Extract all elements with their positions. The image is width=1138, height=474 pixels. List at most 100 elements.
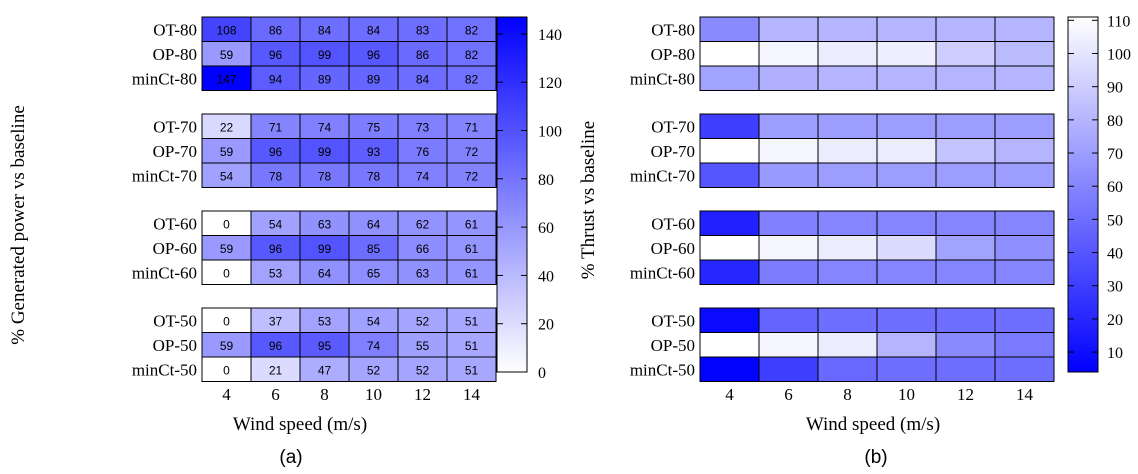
colorbar-tick-label: 50 xyxy=(1107,212,1123,229)
row-label: OP-70 xyxy=(153,142,197,161)
heatmap-cell xyxy=(397,162,448,188)
row-label: OP-70 xyxy=(651,142,695,161)
heatmap-cell xyxy=(348,41,399,67)
heatmap-cell xyxy=(446,210,497,236)
cell-value-label: 96 xyxy=(269,339,283,353)
heatmap-cell xyxy=(876,162,937,188)
y-axis-label: % Thrust vs baseline xyxy=(578,121,599,280)
x-tick-label: 10 xyxy=(365,385,382,404)
heatmap-cell xyxy=(876,16,937,42)
colorbar-tick-label: 120 xyxy=(538,75,562,92)
cell-value-label: 94 xyxy=(269,72,283,86)
row-label: OT-60 xyxy=(153,214,197,233)
cell-value-label: 61 xyxy=(465,242,479,256)
heatmap-cell xyxy=(935,356,996,382)
heatmap-cell xyxy=(876,65,937,91)
heatmap-cell xyxy=(758,259,819,285)
heatmap-cell xyxy=(876,41,937,67)
cell-value-label: 86 xyxy=(416,48,430,62)
cell-value-label: 0 xyxy=(223,363,230,377)
heatmap-cell xyxy=(446,259,497,285)
heatmap-cell xyxy=(817,41,878,67)
x-tick-label: 12 xyxy=(414,385,431,404)
heatmap-cell xyxy=(397,113,448,139)
row-label: OT-50 xyxy=(153,311,197,330)
heatmap-cell xyxy=(201,356,252,382)
colorbar-tick-label: 20 xyxy=(538,317,554,334)
heatmap-cell xyxy=(994,138,1055,164)
cell-value-label: 74 xyxy=(367,339,381,353)
colorbar-tick-label: 110 xyxy=(1107,13,1130,30)
cell-value-label: 21 xyxy=(269,363,283,377)
cell-value-label: 84 xyxy=(416,72,430,86)
heatmap-cell xyxy=(699,138,760,164)
heatmap-cell xyxy=(446,113,497,139)
row-label: OT-70 xyxy=(651,117,695,136)
row-label: minCt-50 xyxy=(132,360,197,379)
cell-value-label: 37 xyxy=(269,314,283,328)
cell-value-label: 71 xyxy=(269,120,283,134)
cell-value-label: 59 xyxy=(220,48,234,62)
heatmap-cell xyxy=(299,259,350,285)
cell-value-label: 82 xyxy=(465,48,479,62)
heatmap-panel-b: OT-80 OP-80 minCt-80 OT-70 OP-70 minCt-70 OT-6… xyxy=(578,13,1131,468)
heatmap-cell xyxy=(817,307,878,333)
row-label: minCt-70 xyxy=(132,166,197,185)
heatmap-cell xyxy=(935,162,996,188)
heatmap-cell xyxy=(994,332,1055,358)
cell-value-label: 82 xyxy=(465,23,479,37)
heatmap-cell xyxy=(250,307,301,333)
colorbar-tick-label: 140 xyxy=(538,27,562,44)
x-tick-label: 14 xyxy=(463,385,481,404)
heatmap-cell xyxy=(994,113,1055,139)
heatmap-cell xyxy=(699,259,760,285)
heatmap-cell xyxy=(446,65,497,91)
row-label: minCt-60 xyxy=(132,263,197,282)
cell-value-label: 59 xyxy=(220,339,234,353)
heatmap-cell xyxy=(758,356,819,382)
cell-value-label: 64 xyxy=(367,217,381,231)
cell-value-label: 75 xyxy=(367,120,381,134)
heatmap-cell xyxy=(446,332,497,358)
row-label: OT-60 xyxy=(651,214,695,233)
cell-value-label: 93 xyxy=(367,145,381,159)
row-label: OP-80 xyxy=(153,45,197,64)
cell-value-label: 61 xyxy=(465,266,479,280)
heatmap-cell xyxy=(699,235,760,261)
cell-value-label: 63 xyxy=(318,217,332,231)
heatmap-cell xyxy=(876,332,937,358)
cell-value-label: 53 xyxy=(318,314,332,328)
panel-caption: (b) xyxy=(864,447,887,468)
cell-value-label: 84 xyxy=(367,23,381,37)
colorbar-tick-label: 90 xyxy=(1107,80,1123,97)
colorbar-tick-label: 40 xyxy=(538,268,554,285)
cell-value-label: 71 xyxy=(465,120,479,134)
cell-value-label: 89 xyxy=(318,72,332,86)
colorbar-tick-label: 40 xyxy=(1107,246,1123,263)
heatmap-cell xyxy=(397,138,448,164)
heatmap-cell xyxy=(446,16,497,42)
x-tick-label: 4 xyxy=(222,385,231,404)
cell-value-label: 59 xyxy=(220,145,234,159)
heatmap-cell xyxy=(817,65,878,91)
cell-value-label: 62 xyxy=(416,217,430,231)
heatmap-cell xyxy=(201,210,252,236)
heatmap-cell xyxy=(201,332,252,358)
heatmap-cell xyxy=(758,113,819,139)
cell-value-label: 96 xyxy=(269,48,283,62)
heatmap-cell xyxy=(397,259,448,285)
row-label: OT-50 xyxy=(651,311,695,330)
cell-value-label: 99 xyxy=(318,48,332,62)
heatmap-cell xyxy=(348,65,399,91)
heatmap-cell xyxy=(758,162,819,188)
heatmap-cell xyxy=(250,259,301,285)
cell-value-label: 54 xyxy=(367,314,381,328)
heatmap-cell xyxy=(817,113,878,139)
cell-value-label: 99 xyxy=(318,145,332,159)
colorbar-tick-label: 60 xyxy=(538,220,554,237)
x-tick-label: 12 xyxy=(957,385,974,404)
heatmap-cell xyxy=(250,41,301,67)
heatmap-cell xyxy=(348,162,399,188)
heatmap-cell xyxy=(699,356,760,382)
heatmap-cell xyxy=(699,162,760,188)
